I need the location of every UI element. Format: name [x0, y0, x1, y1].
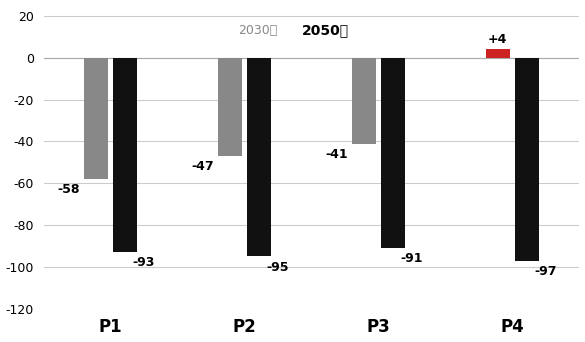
Text: -58: -58: [57, 183, 80, 196]
Bar: [486, 50, 510, 58]
Text: -41: -41: [325, 148, 347, 161]
Text: -47: -47: [191, 160, 214, 173]
Text: -97: -97: [534, 265, 556, 278]
Text: -93: -93: [132, 256, 154, 269]
Bar: [218, 58, 242, 156]
Bar: [352, 58, 376, 144]
Text: -95: -95: [266, 261, 288, 274]
Text: +4: +4: [488, 33, 507, 46]
Text: 2030年: 2030年: [238, 24, 277, 37]
Text: 2050年: 2050年: [302, 24, 349, 38]
Bar: [381, 58, 405, 248]
Text: -91: -91: [400, 252, 422, 265]
Bar: [247, 58, 271, 256]
Bar: [515, 58, 539, 261]
Bar: [84, 58, 108, 179]
Bar: [113, 58, 137, 252]
